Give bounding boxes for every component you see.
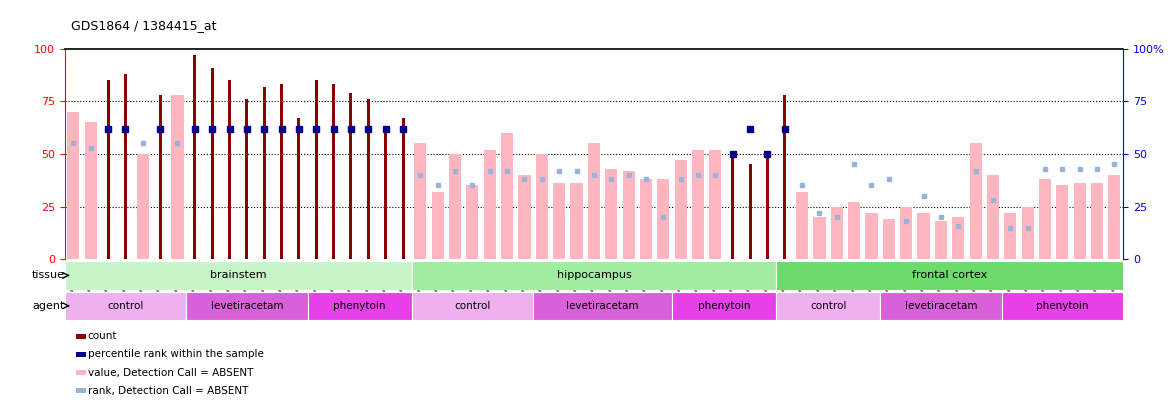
Bar	[776, 292, 880, 320]
Text: hippocampus: hippocampus	[556, 271, 632, 280]
Bar	[671, 292, 776, 320]
Bar	[432, 192, 443, 259]
Text: phenytoin: phenytoin	[333, 301, 386, 311]
Bar	[709, 150, 721, 259]
Bar	[1056, 185, 1069, 259]
Bar	[675, 160, 687, 259]
Bar	[298, 118, 300, 259]
Bar	[917, 213, 929, 259]
Bar	[796, 192, 808, 259]
Bar	[622, 171, 635, 259]
Text: tissue: tissue	[32, 271, 65, 280]
Bar	[414, 143, 427, 259]
Bar	[533, 292, 671, 320]
Bar	[953, 217, 964, 259]
Text: control: control	[454, 301, 490, 311]
Bar	[280, 84, 283, 259]
Bar	[1108, 175, 1121, 259]
Bar	[1091, 183, 1103, 259]
Bar	[766, 154, 769, 259]
Bar	[349, 93, 353, 259]
Bar	[866, 213, 877, 259]
Bar	[67, 112, 80, 259]
Bar	[935, 221, 947, 259]
Bar	[883, 219, 895, 259]
Bar	[776, 261, 1123, 290]
Text: frontal cortex: frontal cortex	[911, 271, 987, 280]
Bar	[640, 179, 652, 259]
Bar	[536, 154, 548, 259]
Bar	[449, 154, 461, 259]
Bar	[900, 207, 913, 259]
Bar	[483, 150, 496, 259]
Bar	[193, 55, 196, 259]
Bar	[308, 292, 412, 320]
Bar	[880, 292, 1002, 320]
Text: phenytoin: phenytoin	[697, 301, 750, 311]
Bar	[65, 261, 412, 290]
Bar	[748, 164, 751, 259]
Bar	[385, 129, 387, 259]
Bar	[570, 183, 582, 259]
Bar	[830, 207, 843, 259]
Bar	[211, 68, 214, 259]
Bar	[588, 143, 600, 259]
Bar	[848, 202, 860, 259]
Bar	[332, 84, 335, 259]
Text: rank, Detection Call = ABSENT: rank, Detection Call = ABSENT	[88, 386, 248, 396]
Bar	[172, 95, 183, 259]
Text: phenytoin: phenytoin	[1036, 301, 1089, 311]
Text: brainstem: brainstem	[209, 271, 267, 280]
Bar	[467, 185, 479, 259]
Bar	[315, 80, 318, 259]
Text: agent: agent	[32, 301, 65, 311]
Bar	[159, 95, 161, 259]
Bar	[412, 292, 533, 320]
Bar	[123, 74, 127, 259]
Bar	[65, 292, 186, 320]
Bar	[606, 168, 617, 259]
Bar	[519, 175, 530, 259]
Text: value, Detection Call = ABSENT: value, Detection Call = ABSENT	[88, 368, 253, 377]
Bar	[1004, 213, 1016, 259]
Bar	[246, 99, 248, 259]
Bar	[783, 95, 787, 259]
Bar	[367, 99, 369, 259]
Bar	[657, 179, 669, 259]
Bar	[1038, 179, 1051, 259]
Text: GDS1864 / 1384415_at: GDS1864 / 1384415_at	[71, 19, 216, 32]
Text: levetiracetam: levetiracetam	[567, 301, 639, 311]
Bar	[186, 292, 308, 320]
Bar	[228, 80, 230, 259]
Text: levetiracetam: levetiracetam	[904, 301, 977, 311]
Bar	[969, 143, 982, 259]
Bar	[987, 175, 1000, 259]
Bar	[731, 154, 734, 259]
Bar	[814, 217, 826, 259]
Bar	[136, 154, 149, 259]
Text: percentile rank within the sample: percentile rank within the sample	[88, 350, 263, 359]
Bar	[553, 183, 566, 259]
Bar	[1074, 183, 1085, 259]
Bar	[501, 133, 513, 259]
Bar	[262, 87, 266, 259]
Text: levetiracetam: levetiracetam	[211, 301, 283, 311]
Bar	[1002, 292, 1123, 320]
Bar	[107, 80, 109, 259]
Bar	[412, 261, 776, 290]
Bar	[1022, 207, 1034, 259]
Text: control: control	[107, 301, 143, 311]
Bar	[85, 122, 96, 259]
Text: control: control	[810, 301, 847, 311]
Bar	[691, 150, 704, 259]
Text: count: count	[88, 331, 118, 341]
Bar	[401, 118, 405, 259]
